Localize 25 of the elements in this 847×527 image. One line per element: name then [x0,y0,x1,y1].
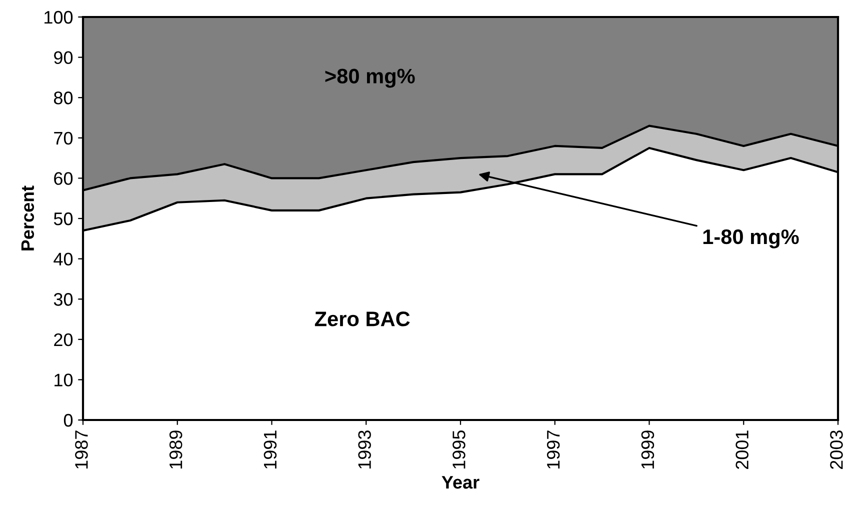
y-tick-label: 20 [54,333,73,346]
series-label: >80 mg% [325,68,415,88]
x-tick-label: 1995 [452,430,466,469]
y-tick-label: 90 [54,51,73,64]
x-tick-label: 2001 [736,430,748,469]
x-tick-label: 1993 [358,430,371,469]
y-tick-label: 60 [54,172,73,185]
x-axis-title: Year [442,476,480,489]
x-tick-label: 2003 [830,430,843,469]
y-tick-label: 80 [54,92,73,104]
y-tick-label: 0 [64,414,73,427]
x-tick-label: 1991 [264,430,277,469]
y-tick-label: 100 [44,10,73,24]
y-tick-label: 40 [54,252,73,266]
y-tick-label: 50 [54,212,73,226]
x-tick-label: 1997 [546,430,560,469]
y-tick-label: 30 [54,293,73,306]
text: 1-80 mg% [703,229,799,248]
x-tick-label: 1987 [75,430,88,469]
y-tick-label: 10 [54,374,73,386]
x-tick-label: 1999 [641,430,654,469]
x-tick-label: 1989 [169,430,182,469]
y-axis-title: Percent [21,186,34,250]
series-label: Zero BAC [314,312,410,326]
y-tick-label: 70 [54,132,73,145]
